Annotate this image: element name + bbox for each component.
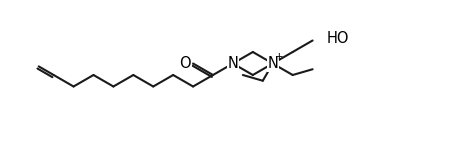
Text: N: N (228, 56, 238, 71)
Text: +: + (275, 53, 284, 63)
Text: N: N (268, 56, 278, 71)
Text: O: O (179, 56, 191, 71)
Text: HO: HO (327, 31, 349, 46)
